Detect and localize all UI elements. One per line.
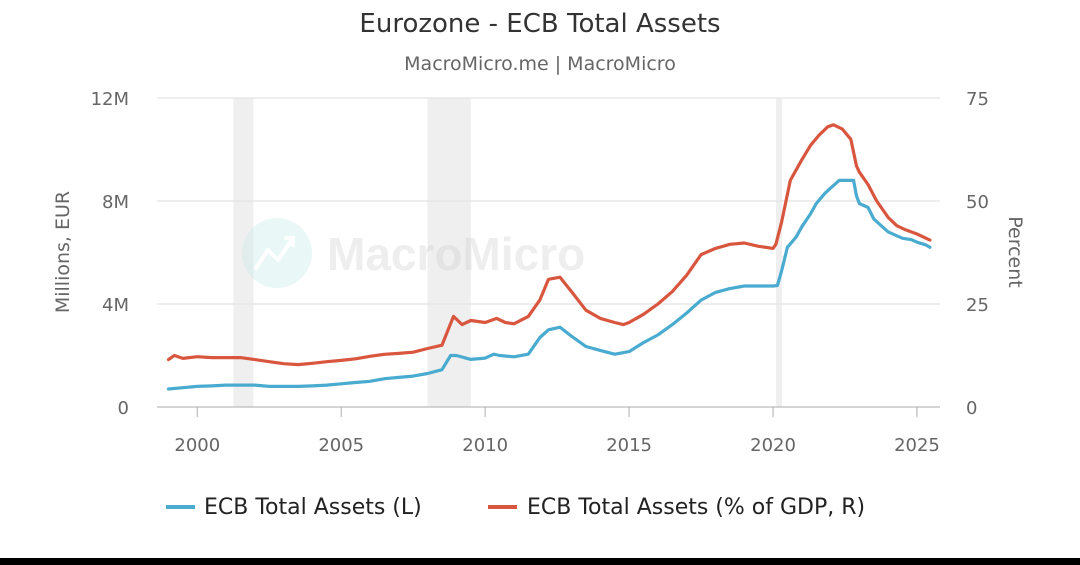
recession-band bbox=[775, 98, 782, 407]
y-tick-label-right: 50 bbox=[966, 192, 989, 213]
x-tick-label: 2010 bbox=[462, 435, 508, 456]
series-line-assets[interactable] bbox=[166, 178, 932, 391]
bottom-bar bbox=[0, 558, 1080, 565]
y-tick-label-right: 75 bbox=[966, 89, 989, 110]
x-axis: 2000 2005 2010 2015 2020 2025 bbox=[174, 407, 940, 456]
legend-label-gdp-pct: ECB Total Assets (% of GDP, R) bbox=[527, 495, 865, 520]
watermark-text: MacroMicro bbox=[327, 228, 585, 280]
recession-band bbox=[233, 98, 254, 407]
y-axis-left-label: Millions, EUR bbox=[52, 191, 74, 313]
y-tick-label-right: 25 bbox=[966, 295, 989, 316]
watermark: MacroMicro bbox=[242, 218, 585, 288]
y-tick-label-left: 8M bbox=[102, 192, 129, 213]
y-tick-label-right: 0 bbox=[966, 398, 977, 419]
chart-subtitle: MacroMicro.me | MacroMicro bbox=[404, 53, 676, 75]
y-axis-right: 0 25 50 75 bbox=[966, 89, 989, 419]
recession-bands bbox=[233, 98, 782, 407]
y-axis-right-label: Percent bbox=[1004, 216, 1026, 288]
legend-item-assets[interactable]: ECB Total Assets (L) bbox=[166, 495, 422, 520]
series-lines bbox=[166, 123, 932, 391]
x-tick-label: 2000 bbox=[174, 435, 220, 456]
watermark-logo-icon bbox=[242, 218, 312, 288]
x-tick-label: 2005 bbox=[318, 435, 364, 456]
gridlines bbox=[157, 97, 940, 408]
y-axis-left: 0 4M 8M 12M bbox=[91, 89, 129, 419]
y-tick-label-left: 12M bbox=[91, 89, 129, 110]
series-line-gdp-pct[interactable] bbox=[166, 123, 932, 367]
legend: ECB Total Assets (L) ECB Total Assets (%… bbox=[166, 495, 865, 520]
legend-item-gdp-pct[interactable]: ECB Total Assets (% of GDP, R) bbox=[488, 495, 865, 520]
chart-title: Eurozone - ECB Total Assets bbox=[359, 9, 720, 39]
x-tick-label: 2015 bbox=[606, 435, 652, 456]
legend-label-assets: ECB Total Assets (L) bbox=[204, 495, 422, 520]
watermark-chart-line-icon bbox=[254, 236, 295, 270]
x-tick-label: 2020 bbox=[750, 435, 796, 456]
y-tick-label-left: 0 bbox=[118, 398, 129, 419]
x-tick-label: 2025 bbox=[894, 435, 940, 456]
y-tick-label-left: 4M bbox=[102, 295, 129, 316]
